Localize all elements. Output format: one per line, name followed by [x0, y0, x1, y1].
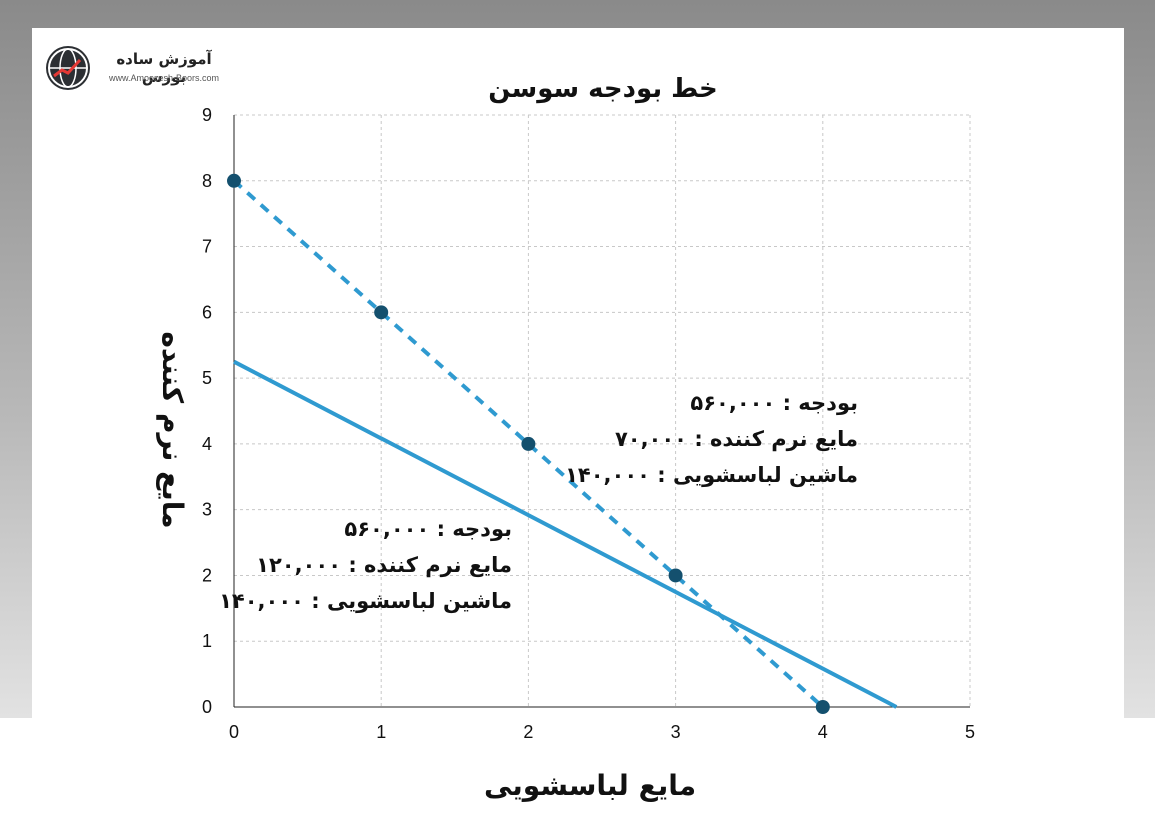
x-tick-label: 1: [376, 722, 386, 742]
x-tick-label: 3: [671, 722, 681, 742]
y-tick-label: 9: [202, 105, 212, 125]
series-lines: [227, 173, 898, 714]
y-tick-label: 1: [202, 631, 212, 651]
y-tick-label: 8: [202, 171, 212, 191]
y-tick-label: 5: [202, 368, 212, 388]
chart-labels: 0 1 2 3 4 5 0 1 2 3 4 5 6 7 8 9 خط بودجه سوسن مایع لباسشو…: [156, 74, 975, 802]
data-point: [668, 568, 683, 583]
series-line-solid: [233, 359, 898, 709]
data-point: [521, 436, 536, 451]
axes: [233, 115, 970, 708]
y-tick-label: 2: [202, 565, 212, 585]
data-point: [815, 700, 830, 714]
x-tick-label: 4: [818, 722, 828, 742]
data-point: [374, 305, 389, 320]
grid-lines: [234, 114, 971, 707]
annotation-line: بودجه : ۵۶۰,۰۰۰: [344, 517, 512, 541]
brand-name: آموزش ساده بورس: [116, 50, 212, 86]
lower-background: [0, 718, 1155, 834]
x-tick-label: 2: [523, 722, 533, 742]
series-line-dashed: [232, 179, 825, 709]
globe-chart-icon: [46, 46, 90, 90]
y-tick-label: 3: [202, 500, 212, 520]
data-point: [227, 173, 241, 188]
annotation-line: مایع نرم کننده : ۱۲۰,۰۰۰: [256, 553, 512, 577]
brand-url: www.Amoozesh-Boors.com: [108, 73, 220, 83]
chart-card: [32, 28, 1124, 718]
y-tick-label: 6: [202, 302, 212, 322]
annotation-line: ماشین لباسشویی : ۱۴۰,۰۰۰: [565, 463, 858, 487]
y-tick-label: 4: [202, 434, 212, 454]
x-axis-label: مایع لباسشویی: [484, 769, 696, 802]
y-tick-label: 7: [202, 237, 212, 257]
x-tick-label: 0: [229, 722, 239, 742]
annotation-line: بودجه : ۵۶۰,۰۰۰: [690, 391, 858, 415]
annotation-line: ماشین لباسشویی : ۱۴۰,۰۰۰: [219, 589, 512, 613]
brand-logo-block: آموزش ساده بورس www.Amoozesh-Boors.com: [46, 46, 246, 94]
annotation-line: مایع نرم کننده : ۷۰,۰۰۰: [615, 427, 858, 451]
x-tick-label: 5: [965, 722, 975, 742]
chart-title: خط بودجه سوسن: [488, 74, 717, 104]
y-tick-label: 0: [202, 697, 212, 717]
y-axis-label: مایع نرم کننده: [156, 331, 189, 528]
